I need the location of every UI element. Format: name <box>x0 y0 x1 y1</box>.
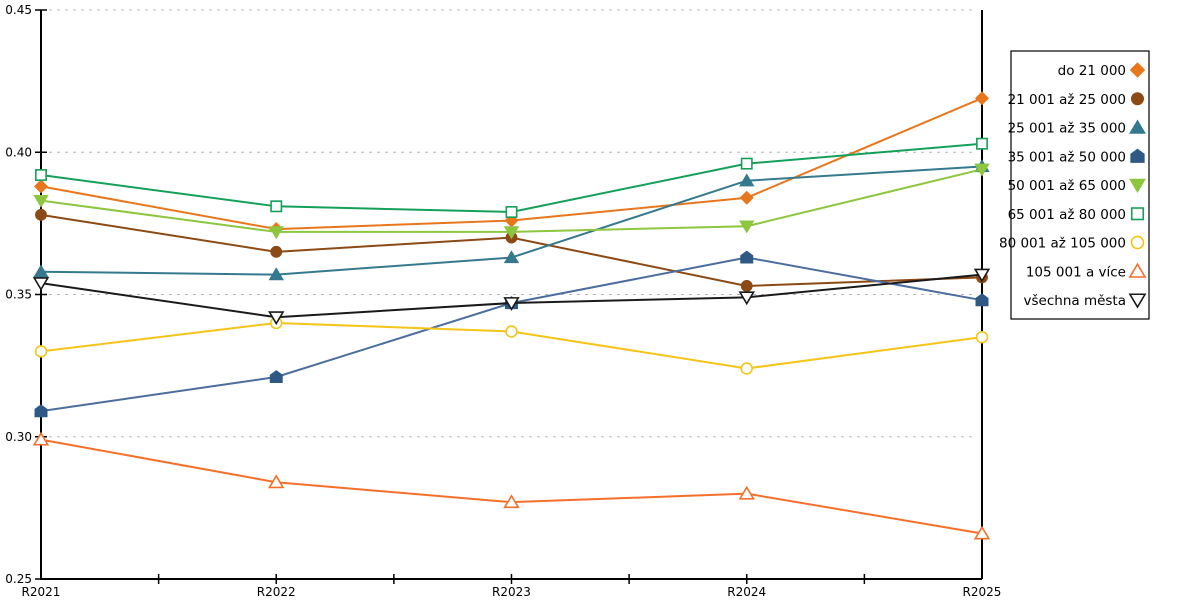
legend-item: do 21 000 <box>1058 62 1146 79</box>
triangle-down-marker <box>1129 178 1146 193</box>
square-marker <box>505 206 518 218</box>
axes: 0.25 0.30 0.35 0.40 0.45 R2021 R2022 R2023 R2024… <box>5 3 1001 599</box>
x-tick-label: R2023 <box>492 585 531 599</box>
series-line <box>40 438 983 535</box>
pentagon-marker <box>740 250 754 264</box>
pentagon-marker <box>269 370 283 384</box>
series-9 <box>32 268 991 326</box>
legend-box <box>1010 50 1150 320</box>
legend-item: 35 001 až 50 000 <box>1008 148 1145 165</box>
series-7 <box>34 316 989 375</box>
triangle-down-marker <box>974 163 990 177</box>
legend-label: do 21 000 <box>1058 63 1126 79</box>
square-marker <box>976 137 988 150</box>
legend-label: 80 001 až 105 000 <box>999 236 1126 252</box>
triangle-down-marker <box>503 226 520 240</box>
gridlines <box>41 9 974 438</box>
diamond-marker <box>33 179 49 194</box>
y-tick-label: 0.35 <box>5 288 32 302</box>
series-3 <box>33 159 990 281</box>
diamond-marker <box>739 190 754 205</box>
series-8 <box>32 431 991 540</box>
circle-marker <box>1130 92 1145 106</box>
legend-item: všechna města <box>1024 293 1147 309</box>
square-marker <box>35 169 47 181</box>
triangle-up-marker <box>739 173 755 187</box>
triangle-down-marker <box>32 277 50 291</box>
triangle-down-marker <box>268 311 285 326</box>
legend-label: 65 001 až 80 000 <box>1008 207 1126 223</box>
legend: do 21 000 21 001 až 25 000 25 001 až 35 00… <box>999 50 1150 320</box>
pentagon-marker <box>34 404 48 418</box>
legend-label: 25 001 až 35 000 <box>1008 121 1126 137</box>
legend-label: všechna města <box>1024 293 1126 309</box>
square-marker <box>270 200 283 213</box>
legend-item: 80 001 až 105 000 <box>999 235 1145 252</box>
triangle-up-marker <box>32 431 50 446</box>
triangle-down-marker <box>503 297 520 311</box>
triangle-up-marker <box>503 250 520 264</box>
pentagon-marker <box>975 293 989 307</box>
series-5 <box>33 163 990 240</box>
circle-marker <box>34 345 48 358</box>
triangle-up-marker <box>973 525 991 540</box>
triangle-up-marker <box>1129 119 1146 134</box>
diamond-marker <box>1129 62 1146 78</box>
x-tick-label: R2025 <box>963 585 1002 599</box>
y-tick-label: 0.30 <box>5 430 32 444</box>
series-6 <box>35 137 988 218</box>
legend-item: 50 001 až 65 000 <box>1008 178 1146 194</box>
triangle-up-marker <box>268 267 284 281</box>
triangle-down-marker <box>33 194 49 208</box>
y-tick-label: 0.25 <box>5 572 32 586</box>
circle-marker <box>1130 235 1145 250</box>
circle-marker <box>35 208 47 221</box>
circle-marker <box>740 280 753 292</box>
legend-label: 21 001 až 25 000 <box>1008 92 1126 108</box>
circle-marker <box>505 325 518 338</box>
y-tick-label: 0.45 <box>5 3 32 17</box>
legend-item: 21 001 až 25 000 <box>1008 92 1145 108</box>
triangle-down-marker <box>739 220 755 234</box>
triangle-up-marker <box>503 494 520 509</box>
circle-marker <box>740 362 753 375</box>
legend-item: 25 001 až 35 000 <box>1008 119 1146 137</box>
square-marker <box>1130 207 1145 221</box>
triangle-up-marker <box>268 474 285 489</box>
triangle-down-marker <box>1128 293 1147 309</box>
square-marker <box>740 157 753 170</box>
legend-item: 65 001 až 80 000 <box>1008 207 1145 223</box>
triangle-down-marker <box>973 268 991 283</box>
pentagon-marker <box>1130 148 1145 163</box>
legend-label: 35 001 až 50 000 <box>1008 149 1126 165</box>
circle-marker <box>975 330 989 344</box>
series-line <box>40 142 983 213</box>
triangle-down-marker <box>738 291 755 306</box>
diamond-marker <box>974 91 990 106</box>
triangle-down-marker <box>268 226 284 240</box>
triangle-up-marker <box>738 485 755 500</box>
legend-label: 105 001 a více <box>1026 264 1126 280</box>
circle-marker <box>270 245 283 258</box>
x-tick-label: R2021 <box>22 585 61 599</box>
triangle-up-marker <box>1128 262 1147 278</box>
legend-item: 105 001 a více <box>1026 262 1147 280</box>
triangle-up-marker <box>33 264 49 278</box>
x-tick-label: R2022 <box>257 585 296 599</box>
y-tick-label: 0.40 <box>5 145 32 159</box>
x-tick-label: R2024 <box>727 585 766 599</box>
legend-label: 50 001 až 65 000 <box>1008 178 1126 194</box>
